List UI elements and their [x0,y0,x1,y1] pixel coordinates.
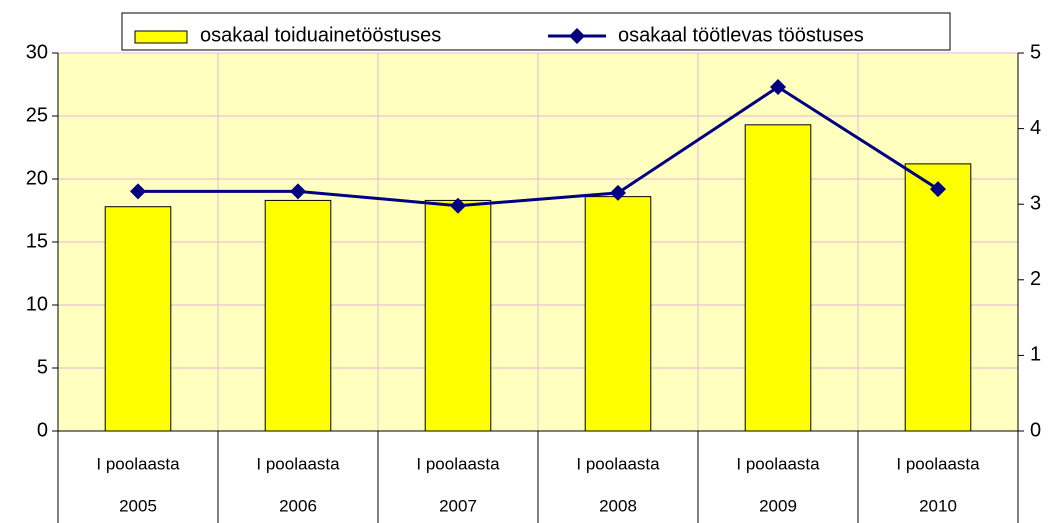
x-tick-label: I poolaasta [416,454,500,473]
y-tick-label: 20 [26,167,48,189]
marker [290,183,306,200]
bar [904,163,972,432]
y-tick-label: 5 [37,356,48,378]
x-tick-label: I poolaasta [256,454,340,473]
bar [264,199,332,432]
bar [424,199,492,432]
legend-box [121,12,951,51]
x-tick-label: 2009 [759,496,797,515]
x-tick-label: 2007 [439,496,477,515]
x-tick-label: 2008 [599,496,637,515]
bar [104,206,172,432]
x-tick-label: I poolaasta [736,454,820,473]
bar [744,124,812,432]
y-tick-label: 30 [26,41,48,63]
legend-label: osakaal töötlevas tööstuses [618,24,864,46]
legend-marker [569,28,585,44]
marker [130,183,146,200]
marker [770,79,786,96]
x-tick-label: 2005 [119,496,157,515]
legend-label: osakaal toiduainetööstuses [200,24,441,46]
bar [584,196,652,432]
y2-tick-label: 4 [1030,117,1041,139]
line [138,85,939,208]
marker [610,184,626,201]
y2-tick-label: 1 [1030,344,1041,366]
x-tick-label: 2006 [279,496,317,515]
y-tick-label: 10 [26,293,48,315]
x-tick-label: I poolaasta [96,454,180,473]
y2-tick-label: 3 [1030,192,1041,214]
y-tick-label: 25 [26,104,48,126]
x-tick-label: 2010 [919,496,957,515]
y-tick-label: 15 [26,230,48,252]
y-tick-label: 0 [37,419,48,441]
x-tick-label: I poolaasta [896,454,980,473]
marker [930,181,946,198]
x-tick-label: I poolaasta [576,454,660,473]
marker [450,197,466,214]
y2-tick-label: 0 [1030,419,1041,441]
y2-tick-label: 2 [1030,268,1041,290]
y2-tick-label: 5 [1030,41,1041,63]
legend-swatch [134,30,188,44]
